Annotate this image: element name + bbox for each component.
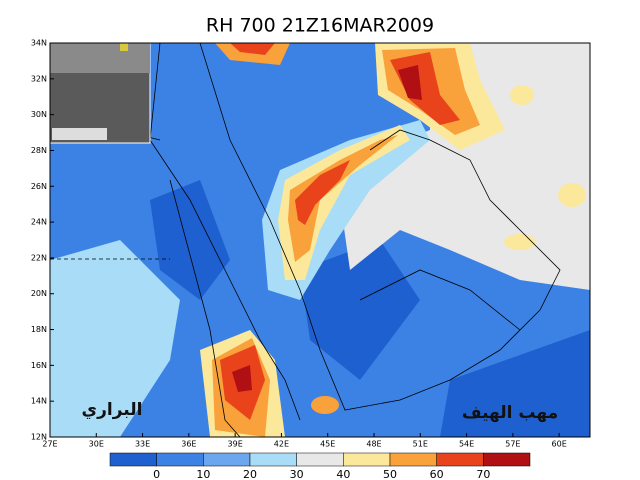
x-tick-label: 39E	[228, 440, 243, 449]
x-tick-label: 60E	[552, 440, 567, 449]
colorbar-label: 40	[336, 468, 350, 480]
y-tick-label: 34N	[31, 39, 47, 48]
x-tick-label: 51E	[413, 440, 428, 449]
colorbar-swatch	[296, 452, 344, 467]
colorbar-label: 0	[153, 468, 160, 480]
x-tick-label: 33E	[135, 440, 150, 449]
y-tick-label: 26N	[31, 182, 47, 191]
colorbar-label: 50	[383, 468, 397, 480]
colorbar-swatch	[436, 452, 484, 467]
map-title: RH 700 21Z16MAR2009	[206, 15, 434, 37]
colorbar-swatch	[483, 452, 531, 467]
plot-frame	[49, 42, 591, 438]
colorbar-label: 70	[476, 468, 490, 480]
rh-field	[50, 43, 590, 437]
y-tick-label: 24N	[31, 218, 47, 227]
annotation: البراري	[82, 400, 143, 420]
x-tick-label: 45E	[320, 440, 335, 449]
y-tick-label: 32N	[31, 74, 47, 83]
colorbar-swatch	[343, 452, 391, 467]
inset-image	[49, 42, 151, 144]
x-tick-label: 27E	[42, 440, 57, 449]
colorbar-swatch	[109, 452, 157, 467]
y-tick-label: 14N	[31, 397, 47, 406]
colorbar-label: 20	[243, 468, 257, 480]
x-tick-label: 54E	[459, 440, 474, 449]
annotation: مهب الهيف	[462, 403, 558, 423]
x-tick-label: 57E	[505, 440, 520, 449]
x-tick-label: 36E	[181, 440, 196, 449]
x-tick-label: 42E	[274, 440, 289, 449]
y-tick-label: 20N	[31, 289, 47, 298]
y-tick-label: 16N	[31, 361, 47, 370]
y-tick-label: 22N	[31, 253, 47, 262]
y-tick-label: 28N	[31, 146, 47, 155]
y-tick-label: 12N	[31, 433, 47, 442]
colorbar-label: 10	[196, 468, 210, 480]
y-tick-label: 30N	[31, 110, 47, 119]
y-tick-label: 18N	[31, 325, 47, 334]
colorbar-swatch	[156, 452, 204, 467]
colorbar-swatch	[249, 452, 297, 467]
colorbar-swatch	[389, 452, 437, 467]
colorbar-label: 30	[290, 468, 304, 480]
x-tick-label: 48E	[366, 440, 381, 449]
x-tick-label: 30E	[89, 440, 104, 449]
colorbar-swatch	[203, 452, 251, 467]
colorbar-label: 60	[430, 468, 444, 480]
